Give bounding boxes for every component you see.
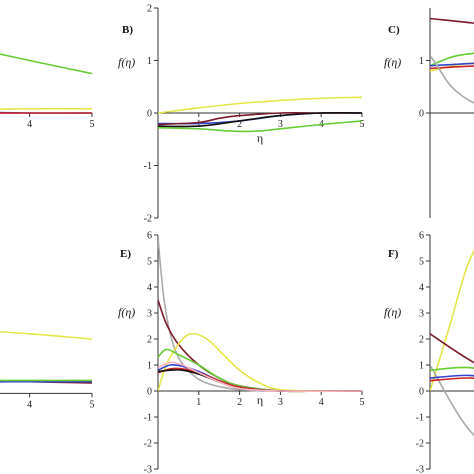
- series-line-1: [0, 331, 92, 340]
- panel-3: 0 1 C) f(η): [384, 8, 474, 218]
- y-tick-label: 1: [147, 56, 152, 67]
- series-line-5: [430, 374, 474, 379]
- y-tick-label: 4: [419, 283, 424, 294]
- y-axis-label: f(η): [118, 305, 135, 319]
- series-line-2: [430, 333, 474, 364]
- series-line-2: [430, 52, 474, 67]
- y-axis-label: f(η): [384, 55, 401, 69]
- y-tick-label: 5: [147, 257, 152, 268]
- series-line-4: [430, 366, 474, 371]
- panel-label: C): [388, 24, 400, 36]
- y-tick-label: 1: [419, 361, 424, 372]
- y-tick-label: 3: [419, 309, 424, 320]
- y-tick-label: 2: [147, 4, 152, 15]
- y-tick-label: 2: [147, 335, 152, 346]
- x-tick-label: 3: [278, 397, 283, 408]
- x-tick-label: 5: [360, 397, 365, 408]
- x-tick-label: 1: [196, 119, 201, 130]
- x-tick-label: 5: [90, 399, 95, 410]
- series-line-2: [158, 299, 362, 393]
- y-tick-label: -2: [144, 214, 152, 225]
- series-line-3: [0, 380, 92, 383]
- x-tick-label: 1: [196, 397, 201, 408]
- y-tick-label: 6: [147, 231, 152, 242]
- x-tick-label: 4: [27, 119, 32, 130]
- panel-label: E): [120, 248, 131, 260]
- panel-6: -3 -2 -1 0 1 2 3 4 5 6 F) f(η): [384, 231, 474, 474]
- y-tick-label: -3: [416, 465, 424, 474]
- y-tick-label: -3: [144, 465, 152, 474]
- x-tick-label: 2: [237, 119, 242, 130]
- y-tick-label: -2: [416, 439, 424, 450]
- series-line-1: [158, 96, 362, 114]
- x-axis-label: η: [257, 131, 263, 145]
- series-line-3: [430, 364, 474, 437]
- series-line-4: [0, 112, 92, 114]
- y-tick-label: -2: [144, 439, 152, 450]
- series-line-8: [158, 361, 362, 392]
- y-tick-label: 1: [419, 56, 424, 67]
- y-tick-label: -1: [144, 413, 152, 424]
- x-tick-label: 3: [278, 119, 283, 130]
- x-tick-label: 5: [90, 119, 95, 130]
- x-tick-label: 4: [319, 397, 324, 408]
- y-tick-label: 2: [419, 335, 424, 346]
- y-tick-label: 6: [419, 231, 424, 242]
- y-axis-label: f(η): [384, 305, 401, 319]
- y-tick-label: 1: [147, 361, 152, 372]
- y-tick-label: 4: [147, 283, 152, 294]
- series-line-1: [0, 53, 92, 75]
- series-line-2: [158, 120, 362, 133]
- y-tick-label: 5: [419, 257, 424, 268]
- panel-label: F): [388, 248, 399, 260]
- series-line-1: [430, 17, 474, 24]
- series-line-7: [158, 369, 362, 392]
- x-tick-label: 5: [360, 119, 365, 130]
- series-line-6: [430, 54, 474, 104]
- series-line-6: [430, 377, 474, 382]
- y-tick-label: 3: [147, 309, 152, 320]
- series-line-5: [158, 112, 362, 128]
- y-axis-label: f(η): [118, 55, 135, 69]
- series-line-5: [158, 363, 362, 393]
- y-tick-label: -1: [144, 161, 152, 172]
- y-tick-label: 0: [419, 387, 424, 398]
- panel-label: B): [122, 24, 133, 36]
- series-line-3: [158, 332, 362, 392]
- series-line-5: [430, 65, 474, 70]
- x-tick-label: 4: [27, 399, 32, 410]
- panel-5: 1 2 3 4 5 -3 -2 -1 0 1 2 3 4 5 6 E) f(η) η: [118, 231, 365, 474]
- y-tick-label: 0: [147, 387, 152, 398]
- x-tick-label: 2: [237, 397, 242, 408]
- series-line-4: [430, 62, 474, 67]
- series-line-1: [430, 249, 474, 392]
- x-axis-label: η: [257, 393, 263, 407]
- series-line-3: [0, 107, 92, 110]
- y-tick-label: 0: [147, 109, 152, 120]
- y-tick-label: -1: [416, 413, 424, 424]
- y-tick-label: 0: [419, 109, 424, 120]
